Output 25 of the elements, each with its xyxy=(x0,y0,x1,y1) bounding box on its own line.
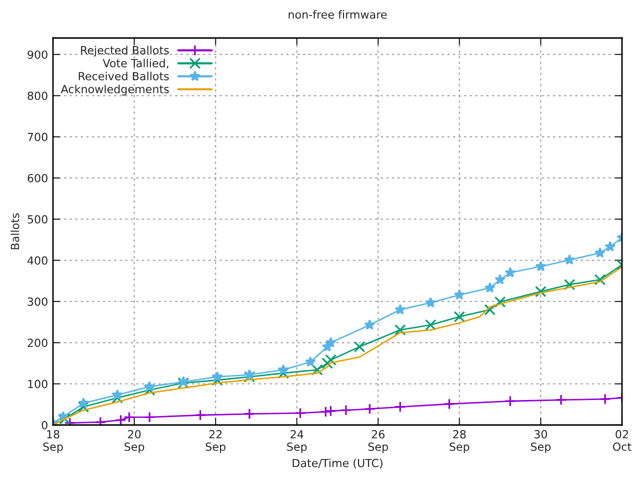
legend-label: Vote Tallied, xyxy=(102,58,168,68)
y-tick-label: 900 xyxy=(28,50,48,59)
y-tick-label: 0 xyxy=(42,420,48,430)
y-axis-title: Ballots xyxy=(10,213,20,250)
legend-label: Rejected Ballots xyxy=(81,46,169,57)
y-tick-label: 800 xyxy=(28,92,48,100)
y-tick-label: 200 xyxy=(28,338,48,348)
legend-label: Received Ballots xyxy=(78,72,169,80)
x-tick-label: 28 Sep xyxy=(450,430,470,454)
x-axis-title: Date/Time (UTC) xyxy=(292,458,382,469)
y-tick-label: 700 xyxy=(28,132,48,142)
y-tick-label: 600 xyxy=(28,174,48,182)
chart-title: non-free firmware xyxy=(288,10,387,19)
y-tick-label: 100 xyxy=(28,380,48,388)
x-tick-label: 30 Sep xyxy=(530,430,551,454)
legend-label: Acknowledgements xyxy=(60,84,169,96)
y-tick-label: 300 xyxy=(28,297,48,306)
x-tick-label: 22 Sep xyxy=(206,430,226,454)
x-tick-label: 24 Sep xyxy=(287,430,307,454)
x-tick-label: 26 Sep xyxy=(368,430,388,454)
y-tick-label: 400 xyxy=(27,256,48,265)
x-tick-label: 18 Sep xyxy=(43,430,63,454)
y-tick-label: 500 xyxy=(28,215,48,224)
x-tick-label: 20 Sep xyxy=(124,430,144,454)
x-tick-label: 02 Oct xyxy=(613,430,632,451)
